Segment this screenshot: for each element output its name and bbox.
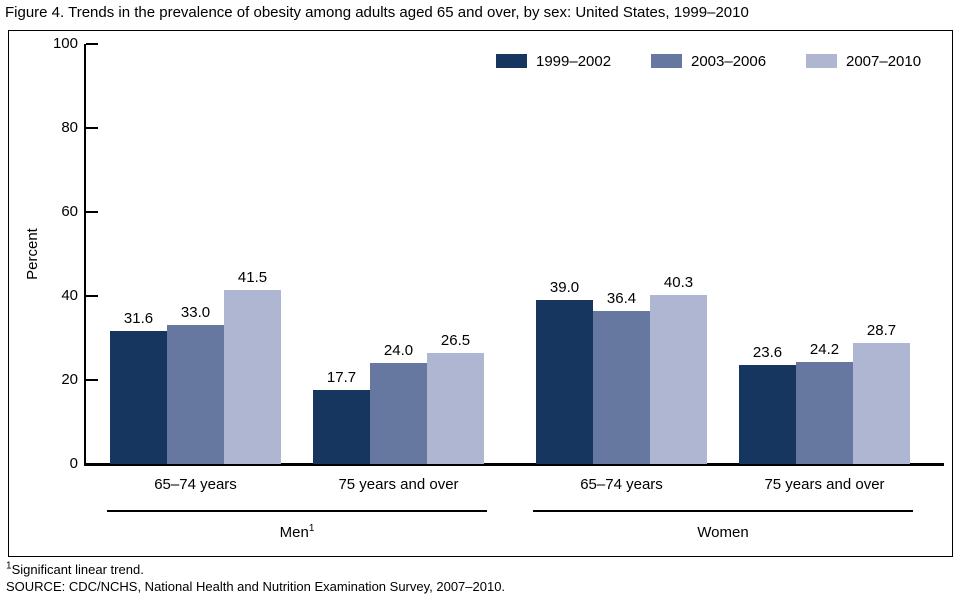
- legend-item: 1999–2002: [496, 52, 612, 70]
- legend-item: 2003–2006: [651, 52, 767, 70]
- footnote-trend: 1Significant linear trend.: [6, 561, 505, 578]
- legend-swatch: [806, 54, 837, 68]
- legend-label: 2003–2006: [691, 52, 767, 70]
- legend-label: 1999–2002: [536, 52, 612, 70]
- footnote-trend-text: Significant linear trend.: [11, 562, 144, 577]
- chart-frame: [8, 30, 953, 557]
- y-axis-title: Percent: [24, 228, 41, 280]
- footnote-superscript: 1: [6, 560, 12, 572]
- legend-swatch: [651, 54, 682, 68]
- footnotes: 1Significant linear trend. SOURCE: CDC/N…: [6, 561, 505, 595]
- legend-item: 2007–2010: [806, 52, 922, 70]
- figure-title: Figure 4. Trends in the prevalence of ob…: [5, 4, 749, 21]
- footnote-source: SOURCE: CDC/NCHS, National Health and Nu…: [6, 579, 506, 594]
- legend-label: 2007–2010: [846, 52, 922, 70]
- legend-swatch: [496, 54, 527, 68]
